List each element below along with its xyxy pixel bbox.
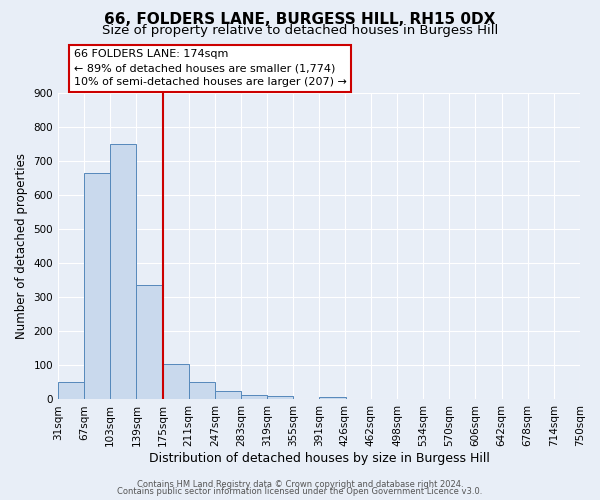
- Text: Size of property relative to detached houses in Burgess Hill: Size of property relative to detached ho…: [102, 24, 498, 37]
- Text: Contains public sector information licensed under the Open Government Licence v3: Contains public sector information licen…: [118, 487, 482, 496]
- Bar: [189, 382, 215, 400]
- X-axis label: Distribution of detached houses by size in Burgess Hill: Distribution of detached houses by size …: [149, 452, 490, 465]
- Y-axis label: Number of detached properties: Number of detached properties: [15, 154, 28, 340]
- Text: Contains HM Land Registry data © Crown copyright and database right 2024.: Contains HM Land Registry data © Crown c…: [137, 480, 463, 489]
- Bar: [110, 144, 136, 400]
- Bar: [58, 382, 84, 400]
- Bar: [241, 396, 267, 400]
- Bar: [84, 173, 110, 400]
- Text: 66 FOLDERS LANE: 174sqm
← 89% of detached houses are smaller (1,774)
10% of semi: 66 FOLDERS LANE: 174sqm ← 89% of detache…: [74, 49, 347, 87]
- Bar: [136, 286, 163, 400]
- Bar: [163, 364, 189, 400]
- Text: 66, FOLDERS LANE, BURGESS HILL, RH15 0DX: 66, FOLDERS LANE, BURGESS HILL, RH15 0DX: [104, 12, 496, 28]
- Bar: [319, 396, 346, 400]
- Bar: [215, 391, 241, 400]
- Bar: [267, 396, 293, 400]
